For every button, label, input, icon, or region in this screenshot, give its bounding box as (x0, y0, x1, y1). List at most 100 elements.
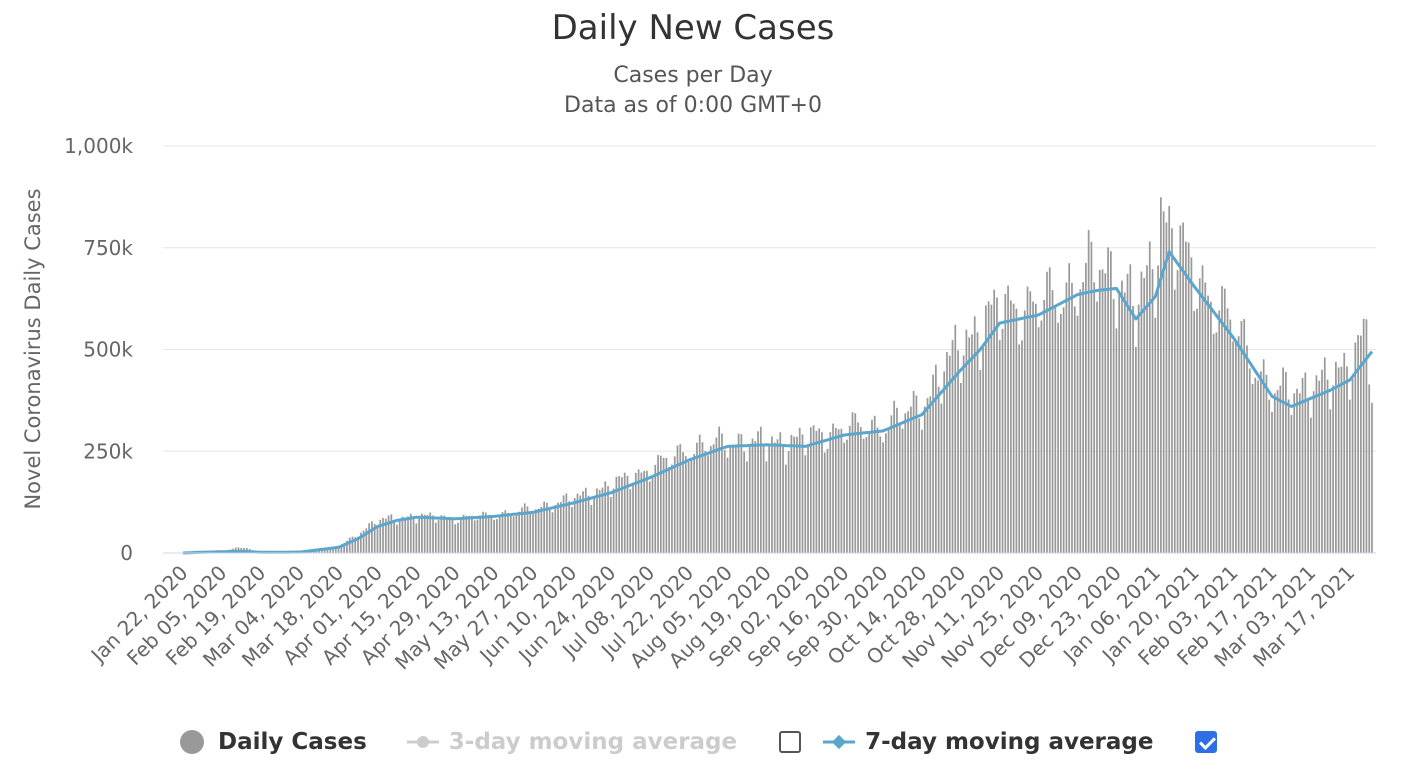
daily-cases-bar (776, 439, 779, 553)
daily-cases-bar (423, 514, 426, 553)
daily-cases-bar (634, 472, 637, 553)
daily-cases-bar (907, 411, 909, 553)
daily-cases-bar (668, 466, 671, 553)
daily-cases-bar (1365, 319, 1368, 553)
daily-cases-bar (1001, 328, 1004, 553)
daily-cases-bar (754, 441, 757, 553)
daily-cases-bar (846, 439, 848, 553)
daily-cases-bar (798, 427, 801, 553)
daily-cases-bar (448, 516, 451, 553)
daily-cases-bar (787, 451, 790, 553)
daily-cases-bar (698, 434, 701, 553)
daily-cases-bar (959, 383, 962, 553)
daily-cases-bar (1332, 385, 1334, 553)
daily-cases-bar (362, 530, 365, 553)
toggle-7-day-average-checkbox[interactable] (1195, 731, 1218, 753)
daily-cases-bar (365, 528, 368, 553)
daily-cases-bar (501, 512, 504, 553)
daily-cases-bar (762, 444, 765, 553)
daily-cases-bar (954, 324, 957, 553)
daily-cases-bar (584, 487, 587, 553)
daily-cases-bar (393, 519, 395, 553)
legend-item-3-day-average[interactable]: 3-day moving average (406, 729, 738, 755)
daily-cases-bar (471, 515, 473, 553)
daily-cases-bar (1032, 301, 1034, 553)
daily-cases-bar (1212, 333, 1215, 553)
daily-cases-bar (1101, 269, 1104, 553)
daily-cases-bar (496, 519, 498, 553)
daily-cases-bar (740, 434, 743, 553)
daily-cases-bar (1276, 390, 1279, 553)
daily-cases-bar (565, 493, 568, 553)
daily-cases-bar (476, 519, 479, 553)
daily-cases-bar (748, 444, 751, 553)
daily-cases-bar (1157, 265, 1159, 553)
daily-cases-bar (1165, 222, 1168, 554)
daily-cases-bar (1107, 247, 1109, 553)
daily-cases-bar (348, 537, 351, 553)
daily-cases-bar (1046, 271, 1048, 553)
daily-cases-bar (1029, 291, 1032, 553)
daily-cases-bar (571, 507, 573, 553)
daily-cases-bar (809, 427, 812, 553)
daily-cases-bar (537, 508, 540, 553)
daily-cases-bar (948, 355, 951, 553)
daily-cases-bar (1354, 342, 1357, 553)
daily-cases-bar (1193, 311, 1196, 553)
daily-cases-bar (921, 429, 923, 553)
daily-cases-bar (451, 518, 454, 553)
daily-cases-bar (621, 477, 623, 553)
daily-cases-bars (182, 197, 1373, 554)
daily-cases-bar (1348, 399, 1351, 553)
legend-item-daily-cases[interactable]: Daily Cases (180, 729, 367, 755)
daily-cases-bar (973, 316, 976, 553)
daily-cases-bar (1110, 251, 1112, 553)
daily-cases-bar (1143, 277, 1146, 553)
daily-cases-bar (1065, 282, 1068, 553)
daily-cases-bar (1198, 278, 1201, 553)
daily-cases-bar (1073, 306, 1076, 553)
legend-label-3-day-average: 3-day moving average (448, 729, 738, 755)
daily-cases-bar (743, 451, 746, 553)
daily-cases-bar (826, 448, 829, 553)
daily-cases-bar (946, 352, 948, 553)
daily-cases-bar (623, 472, 626, 553)
daily-cases-bar (340, 545, 343, 553)
daily-cases-bar (940, 403, 943, 553)
daily-cases-bar (768, 446, 771, 553)
legend-item-7-day-average[interactable]: 7-day moving average (823, 729, 1153, 755)
daily-cases-bar (443, 515, 445, 553)
daily-cases-bar (1273, 393, 1276, 553)
daily-cases-bar (701, 442, 704, 553)
daily-cases-bar (1301, 377, 1304, 553)
daily-cases-bar (676, 445, 679, 553)
daily-cases-bar (384, 518, 387, 553)
daily-cases-bar (484, 512, 487, 553)
daily-cases-bar (1085, 262, 1087, 553)
chart-subtitle-cases-per-day: Cases per Day (613, 63, 773, 88)
daily-cases-bar (1176, 270, 1179, 553)
daily-cases-bar (912, 390, 915, 553)
daily-cases-bar (1232, 341, 1234, 553)
daily-cases-bar (993, 289, 996, 553)
daily-cases-bar (607, 486, 609, 553)
daily-cases-bar (837, 429, 840, 553)
legend-label-7-day-average: 7-day moving average (865, 729, 1154, 755)
daily-cases-bar (507, 513, 509, 553)
three-day-line-icon (406, 736, 439, 748)
daily-cases-bar (643, 471, 646, 553)
daily-cases-bar (684, 456, 687, 553)
daily-cases-bar (498, 516, 501, 553)
daily-cases-bar (898, 422, 901, 553)
daily-cases-bar (546, 502, 548, 553)
daily-cases-bar (979, 370, 982, 553)
daily-cases-bar (1201, 265, 1204, 553)
daily-cases-bar (1329, 409, 1332, 553)
daily-cases-bar (426, 514, 429, 553)
daily-cases-bar (757, 431, 759, 553)
daily-cases-bar (593, 496, 596, 553)
toggle-3-day-average-checkbox[interactable] (779, 731, 802, 753)
daily-cases-bar (968, 337, 971, 553)
daily-cases-bar (843, 442, 846, 553)
daily-cases-bar (401, 516, 404, 553)
